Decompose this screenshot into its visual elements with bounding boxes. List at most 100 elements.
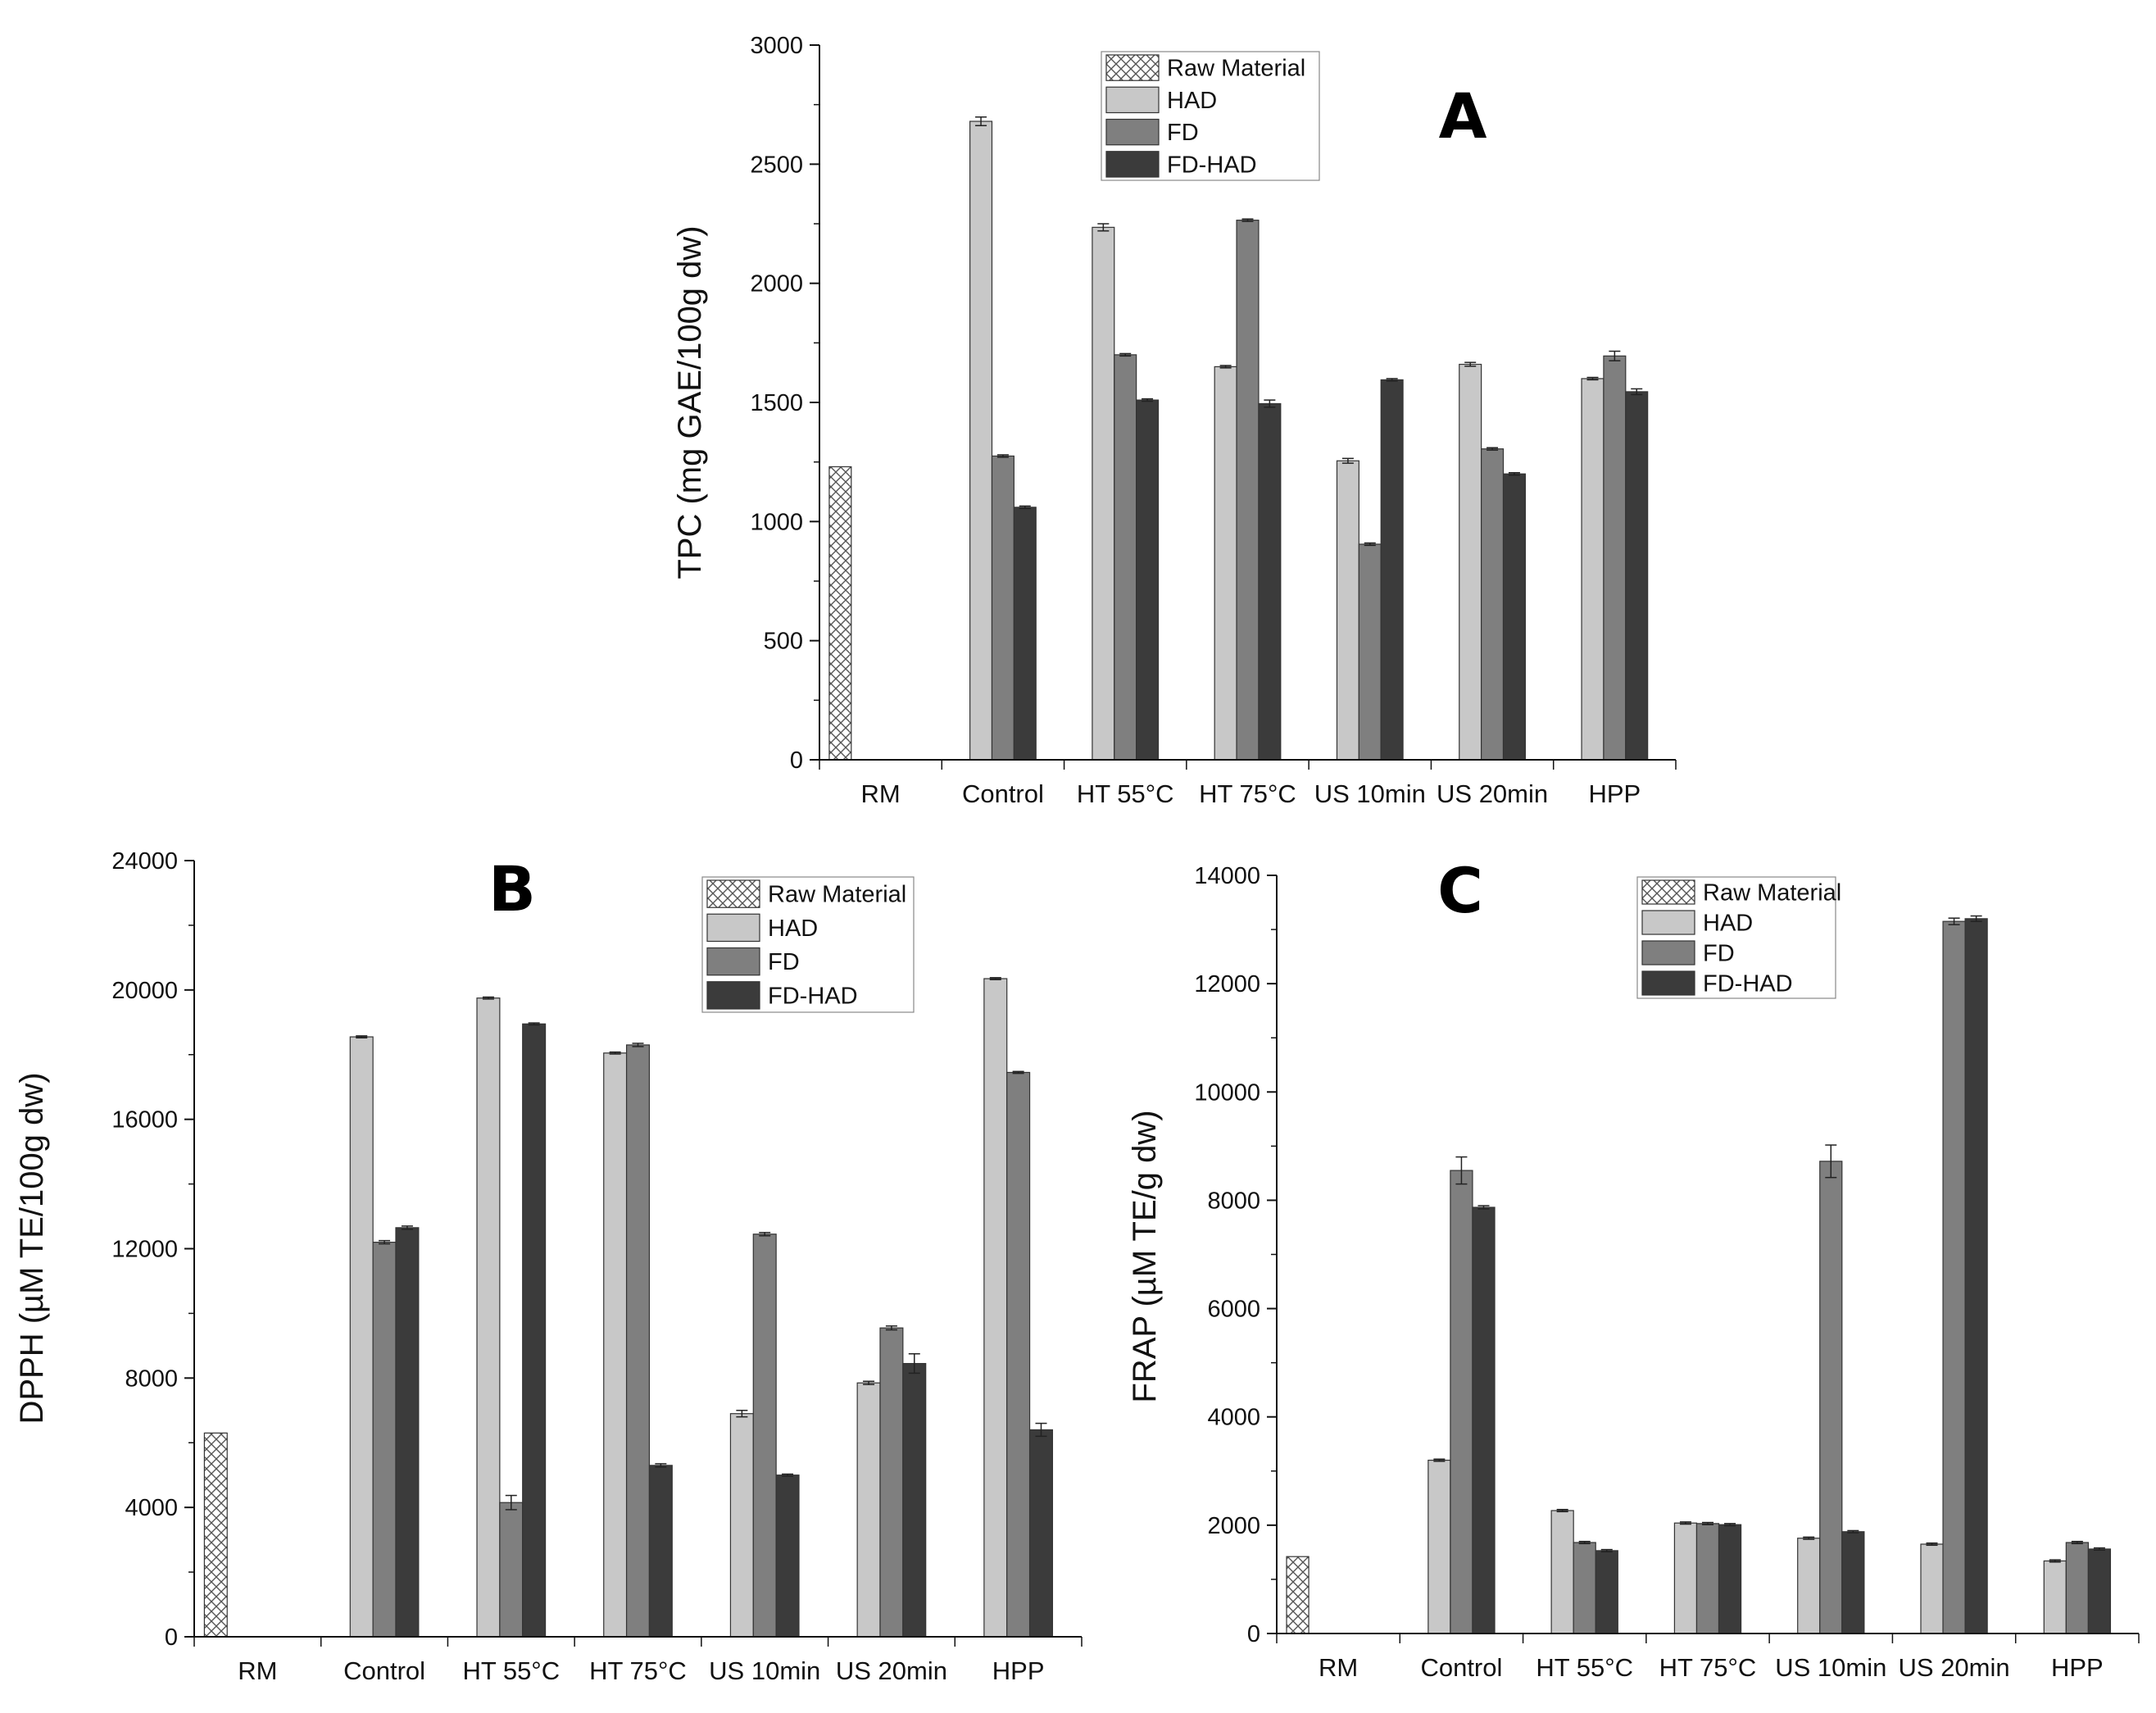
x-tick-label-b-hpp: HPP: [992, 1656, 1045, 1685]
bar-b-fd-had-ht-55-c: [522, 1023, 547, 1638]
y-tick-label-c-6000: 6000: [1207, 1297, 1260, 1323]
bar-a-fd-had-hpp: [1625, 391, 1649, 761]
bar-c-had-control: [1427, 1459, 1451, 1634]
x-tick-label-c-ht-55-c: HT 55°C: [1536, 1653, 1633, 1682]
bar-a-fd-had-ht-75-c: [1258, 402, 1282, 761]
y-tick-label-b-16000: 16000: [111, 1107, 178, 1134]
x-tick-label-c-hpp: HPP: [2051, 1653, 2104, 1682]
bar-b-had-hpp: [983, 978, 1008, 1638]
bar-a-fd-had-ht-55-c: [1136, 399, 1160, 761]
bar-a-had-ht-55-c: [1092, 226, 1115, 761]
bar-b-had-us-20min: [856, 1382, 881, 1638]
legend-swatch-b-fd-had: [706, 981, 760, 1010]
legend-label-c-raw-material: Raw Material: [1703, 880, 1841, 906]
legend-a: Raw Material HAD FD FD-HAD: [1101, 51, 1320, 181]
x-tick-label-a-hpp: HPP: [1588, 779, 1641, 808]
bar-c-fd-us-10min: [1819, 1161, 1843, 1634]
bar-a-fd-had-control: [1013, 507, 1037, 761]
legend-swatch-a-raw-material: [1105, 54, 1160, 81]
y-axis-title-b: DPPH (µM TE/100g dw): [14, 1072, 50, 1424]
legend-label-a-had: HAD: [1167, 88, 1217, 114]
y-tick-label-b-0: 0: [165, 1624, 178, 1651]
legend-swatch-b-fd: [706, 947, 760, 976]
y-tick-label-c-8000: 8000: [1207, 1188, 1260, 1214]
bar-a-raw-material-rm: [828, 466, 852, 761]
bar-a-fd-us-10min: [1358, 543, 1382, 761]
x-tick-label-a-us-10min: US 10min: [1314, 779, 1426, 808]
bar-c-had-hpp: [2043, 1560, 2067, 1634]
bar-a-fd-control: [991, 455, 1014, 761]
legend-swatch-a-fd: [1105, 118, 1160, 146]
bar-b-fd-us-20min: [879, 1327, 904, 1638]
legend-swatch-a-fd-had: [1105, 151, 1160, 178]
y-tick-label-b-12000: 12000: [111, 1237, 178, 1263]
panel-letter-a: A: [1439, 80, 1487, 152]
x-tick-label-b-us-10min: US 10min: [709, 1656, 820, 1685]
legend-swatch-a-had: [1105, 86, 1160, 114]
legend-swatch-c-fd: [1641, 940, 1695, 966]
bar-c-had-us-10min: [1797, 1538, 1821, 1634]
y-tick-label-a-0: 0: [790, 747, 803, 774]
bar-c-fd-control: [1450, 1170, 1473, 1634]
bar-b-raw-material-rm: [203, 1432, 228, 1638]
bar-c-fd-had-control: [1472, 1206, 1496, 1634]
x-tick-label-b-ht-55-c: HT 55°C: [462, 1656, 560, 1685]
y-tick-label-a-2000: 2000: [750, 271, 803, 298]
bar-b-had-ht-55-c: [476, 997, 501, 1638]
bar-a-fd-ht-75-c: [1236, 220, 1260, 761]
bar-a-fd-ht-55-c: [1114, 354, 1137, 761]
bar-b-fd-ht-75-c: [625, 1044, 651, 1638]
y-tick-label-c-14000: 14000: [1194, 863, 1260, 889]
bar-b-fd-had-ht-75-c: [648, 1465, 673, 1638]
legend-label-b-fd-had: FD-HAD: [768, 983, 858, 1009]
y-tick-label-a-1500: 1500: [750, 390, 803, 416]
y-tick-label-b-24000: 24000: [111, 848, 178, 875]
x-tick-label-b-rm: RM: [238, 1656, 277, 1685]
bar-c-had-ht-75-c: [1673, 1522, 1698, 1634]
x-tick-label-b-ht-75-c: HT 75°C: [589, 1656, 687, 1685]
x-tick-label-c-rm: RM: [1319, 1653, 1358, 1682]
bar-b-fd-control: [372, 1242, 397, 1638]
panel-c: 0 2000 4000 6000 8000 10000 12000 14000 RM Contro…: [1082, 820, 2156, 1713]
panel-letter-b: B: [488, 852, 536, 925]
legend-label-a-fd: FD: [1167, 120, 1199, 146]
bar-a-fd-us-20min: [1481, 448, 1505, 761]
y-axis-title-a: TPC (mg GAE/100g dw): [672, 225, 708, 579]
bar-b-fd-hpp: [1006, 1071, 1031, 1638]
legend-label-c-fd: FD: [1703, 941, 1735, 967]
bar-c-fd-us-20min: [1942, 920, 1966, 1634]
y-tick-label-c-10000: 10000: [1194, 1079, 1260, 1106]
bar-b-fd-had-control: [395, 1227, 420, 1638]
x-tick-label-c-control: Control: [1420, 1653, 1502, 1682]
bar-b-fd-ht-55-c: [499, 1502, 524, 1638]
bar-a-had-control: [969, 120, 993, 761]
x-tick-label-a-ht-75-c: HT 75°C: [1199, 779, 1296, 808]
legend-label-b-fd: FD: [768, 949, 800, 975]
bar-b-fd-us-10min: [752, 1234, 777, 1638]
legend-label-c-fd-had: FD-HAD: [1703, 971, 1793, 997]
y-tick-label-a-2500: 2500: [750, 152, 803, 178]
y-tick-label-c-12000: 12000: [1194, 971, 1260, 997]
x-tick-label-c-us-20min: US 20min: [1899, 1653, 2010, 1682]
bar-c-fd-ht-55-c: [1573, 1542, 1596, 1634]
y-tick-label-c-4000: 4000: [1207, 1405, 1260, 1431]
bar-a-had-us-10min: [1336, 460, 1359, 761]
bar-a-had-ht-75-c: [1214, 366, 1237, 761]
panel-a: 0 500 1000 1500 2000 2500 3000 RM Control HT 55°C…: [0, 0, 2156, 820]
x-tick-label-a-rm: RM: [861, 779, 901, 808]
bar-c-fd-had-ht-55-c: [1595, 1550, 1618, 1634]
bar-c-fd-hpp: [2065, 1542, 2089, 1634]
bar-a-had-hpp: [1581, 378, 1605, 761]
legend-label-b-raw-material: Raw Material: [768, 882, 906, 908]
bar-c-raw-material-rm: [1286, 1556, 1309, 1634]
panel-letter-c: C: [1437, 854, 1483, 927]
bar-c-had-us-20min: [1920, 1543, 1944, 1634]
y-tick-label-a-1000: 1000: [750, 509, 803, 535]
bar-a-had-us-20min: [1459, 363, 1482, 761]
bar-c-fd-had-us-10min: [1841, 1531, 1865, 1634]
bar-b-fd-had-us-20min: [902, 1362, 927, 1638]
chart-b-svg: 0 4000 8000 12000 16000 20000 24000 RM Control HT…: [14, 848, 1083, 1685]
x-tick-label-a-us-20min: US 20min: [1437, 779, 1548, 808]
bar-c-fd-had-ht-75-c: [1718, 1524, 1742, 1634]
y-tick-label-b-20000: 20000: [111, 978, 178, 1004]
